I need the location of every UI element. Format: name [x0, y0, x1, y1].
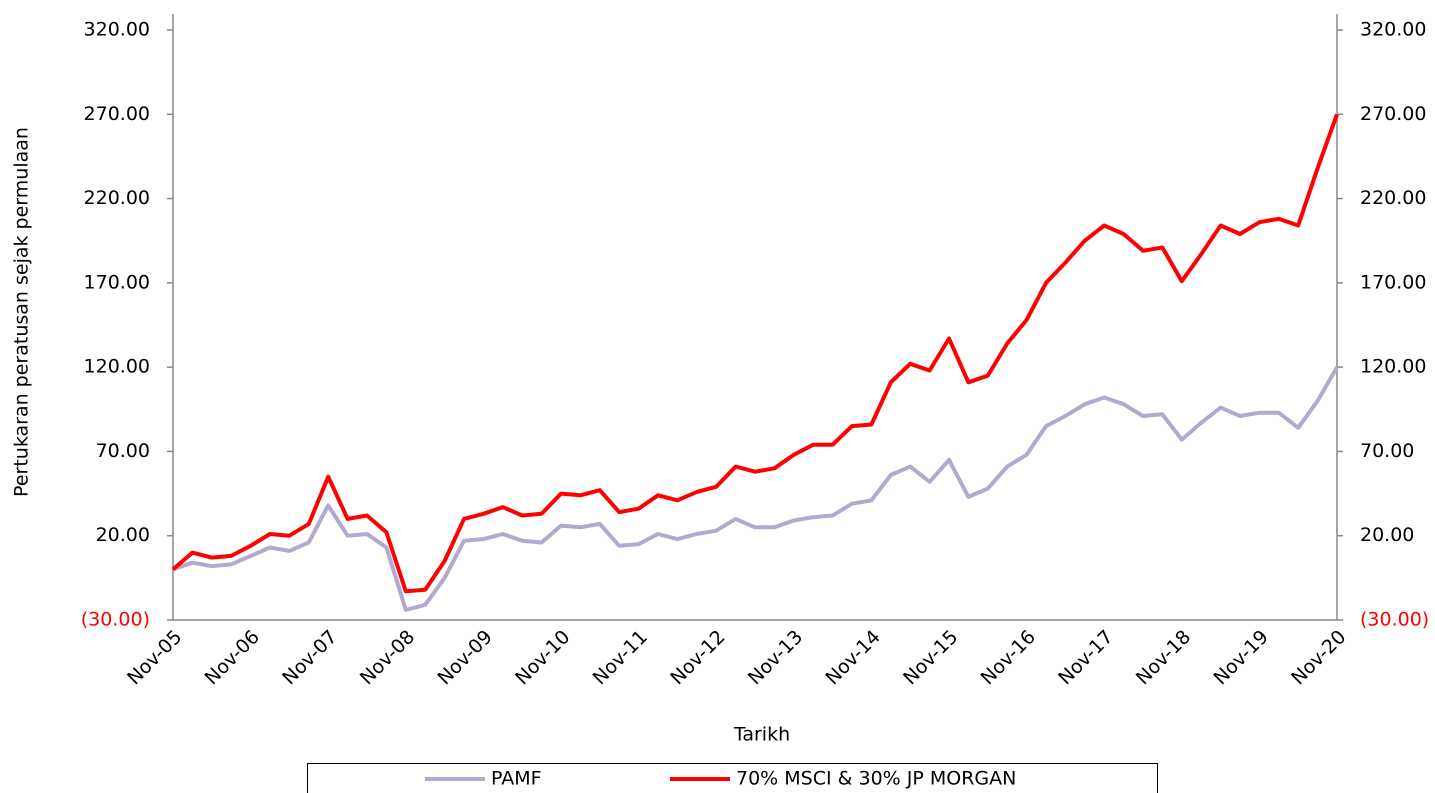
x-tick-label: Nov-15 [899, 626, 962, 689]
y2-tick-label: (30.00) [1360, 609, 1429, 631]
x-axis-label: Tarikh [733, 724, 790, 746]
y-tick-label: 320.00 [84, 19, 150, 41]
x-tick-label: Nov-18 [1132, 626, 1195, 689]
y2-tick-label: 170.00 [1360, 271, 1426, 293]
y-tick-label: 270.00 [84, 103, 150, 125]
y2-tick-label: 120.00 [1360, 356, 1426, 378]
x-tick-label: Nov-13 [744, 626, 807, 689]
y-tick-label: 70.00 [96, 440, 150, 462]
x-tick-label: Nov-20 [1287, 626, 1350, 689]
x-tick-label: Nov-07 [278, 626, 341, 689]
y-tick-label: (30.00) [81, 609, 150, 631]
x-tick-label: Nov-17 [1054, 626, 1117, 689]
x-tick-label: Nov-09 [433, 626, 496, 689]
y-tick-label: 120.00 [84, 356, 150, 378]
y2-tick-label: 70.00 [1360, 440, 1414, 462]
x-tick-label: Nov-08 [356, 626, 419, 689]
x-tick-label: Nov-19 [1209, 626, 1272, 689]
y-axis-label: Pertukaran peratusan sejak permulaan [11, 127, 33, 497]
y2-tick-label: 20.00 [1360, 524, 1414, 546]
legend-label: 70% MSCI & 30% JP MORGAN [736, 768, 1016, 790]
x-tick-label: Nov-06 [201, 626, 264, 689]
y2-tick-label: 270.00 [1360, 103, 1426, 125]
y2-tick-label: 320.00 [1360, 19, 1426, 41]
y-tick-label: 20.00 [96, 524, 150, 546]
series-line [172, 366, 1339, 612]
y-tick-label: 220.00 [84, 187, 150, 209]
x-tick-label: Nov-11 [589, 626, 652, 689]
y-tick-label: 170.00 [84, 271, 150, 293]
x-tick-label: Nov-16 [977, 626, 1040, 689]
x-tick-label: Nov-10 [511, 626, 574, 689]
x-tick-label: Nov-12 [666, 626, 729, 689]
series-line [171, 113, 1339, 594]
y2-tick-label: 220.00 [1360, 187, 1426, 209]
legend-label: PAMF [491, 768, 542, 790]
x-tick-label: Nov-05 [123, 626, 186, 689]
x-tick-label: Nov-14 [821, 626, 884, 689]
